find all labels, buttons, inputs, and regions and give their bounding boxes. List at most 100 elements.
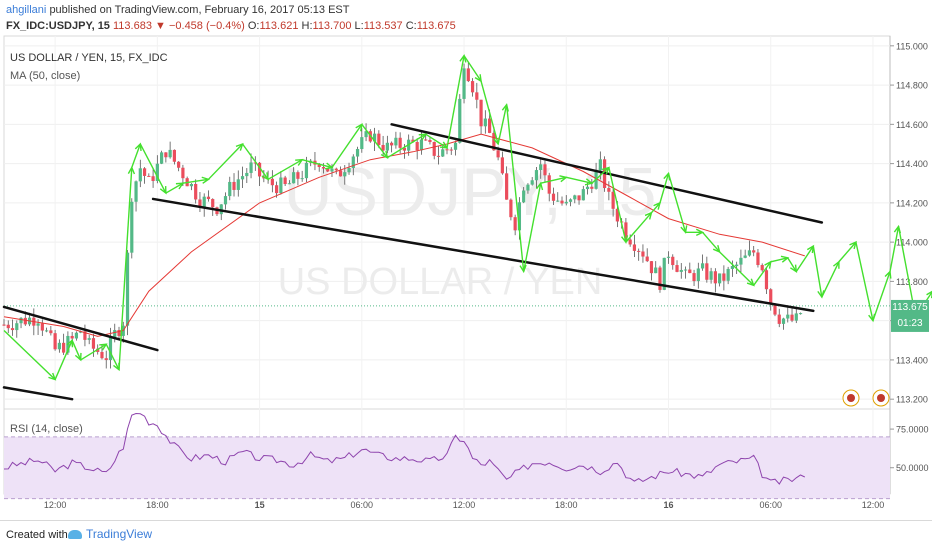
candle-body bbox=[466, 68, 470, 82]
candle-body bbox=[338, 170, 343, 177]
arrow-head bbox=[584, 178, 594, 186]
arrow-segment bbox=[3, 329, 56, 381]
price-tick-label: 113.400 bbox=[896, 355, 928, 365]
candle-body bbox=[577, 195, 581, 201]
candle-body bbox=[522, 190, 526, 203]
low-label: L: bbox=[354, 20, 364, 32]
arrow-head bbox=[380, 150, 389, 159]
event-markers[interactable] bbox=[842, 389, 890, 407]
candle-body bbox=[40, 323, 44, 331]
arrow-segment bbox=[591, 167, 610, 184]
candle-body bbox=[709, 271, 713, 280]
candle-body bbox=[756, 252, 760, 266]
candle-body bbox=[223, 196, 228, 205]
legend-box: US DOLLAR / YEN, 15, FX_IDC MA (50, clos… bbox=[10, 52, 168, 435]
arrow-segment bbox=[522, 183, 542, 272]
candle-body bbox=[62, 342, 66, 353]
candle-body bbox=[296, 172, 300, 179]
candle-body bbox=[688, 269, 692, 274]
candle-body bbox=[317, 164, 321, 168]
arrow-segment bbox=[540, 176, 567, 184]
candle-body bbox=[74, 332, 79, 339]
candle-body bbox=[696, 268, 700, 282]
candle-body bbox=[645, 256, 649, 262]
last-price: 113.683 bbox=[113, 20, 152, 32]
candle-body bbox=[326, 168, 330, 172]
low-value: 113.537 bbox=[363, 20, 403, 32]
ma-line bbox=[3, 133, 805, 337]
candle-body bbox=[424, 139, 428, 141]
rsi-legend[interactable]: RSI (14, close) bbox=[10, 423, 83, 435]
candle-body bbox=[283, 177, 287, 185]
candle-body bbox=[181, 167, 185, 179]
candle-body bbox=[624, 222, 628, 240]
candle-body bbox=[381, 144, 385, 151]
candle-body bbox=[505, 173, 509, 200]
candle-body bbox=[228, 181, 232, 197]
us-flag-dot bbox=[847, 394, 855, 402]
time-axis[interactable]: 12:00 18:00 15 06:00 12:00 18:00 16 06:00 12:00 bbox=[44, 500, 884, 510]
candle-body bbox=[445, 149, 449, 151]
candle-body bbox=[432, 142, 436, 156]
candle-body bbox=[790, 314, 794, 321]
candle-body bbox=[534, 170, 539, 181]
arrow-head bbox=[324, 162, 334, 170]
jp-flag-dot bbox=[877, 394, 885, 402]
candle-body bbox=[343, 172, 347, 177]
candle-body bbox=[372, 133, 377, 142]
candle-body bbox=[108, 336, 113, 361]
author-name[interactable]: ahgillani bbox=[6, 4, 47, 16]
candle-body bbox=[470, 81, 475, 93]
candle-body bbox=[487, 118, 492, 133]
arrow-segment bbox=[812, 245, 823, 298]
candle-body bbox=[236, 179, 240, 190]
candle-body bbox=[6, 324, 10, 329]
arrow-segment bbox=[753, 261, 772, 286]
candle-body bbox=[334, 168, 338, 171]
candle-body bbox=[794, 313, 798, 321]
candle-body bbox=[649, 261, 654, 274]
time-tick-label: 16 bbox=[663, 500, 673, 510]
arrow-segment bbox=[301, 159, 333, 169]
candle-body bbox=[679, 269, 683, 272]
price-axis[interactable]: 115.000 114.800 114.600 114.400 114.200 114.0… bbox=[890, 41, 928, 405]
candle-body bbox=[419, 139, 424, 151]
price-badge: 113.675 01:23 bbox=[891, 299, 929, 332]
candle-body bbox=[615, 208, 619, 222]
candle-body bbox=[49, 330, 53, 334]
candle-body bbox=[658, 267, 662, 290]
ma-legend[interactable]: MA (50, close) bbox=[10, 70, 80, 82]
candle-body bbox=[202, 196, 206, 208]
change-value: −0.458 (−0.4%) bbox=[168, 20, 245, 32]
candle-body bbox=[87, 338, 91, 340]
arrow-head bbox=[884, 270, 892, 279]
candle-body bbox=[151, 176, 155, 181]
candle-body bbox=[232, 181, 236, 190]
tradingview-link[interactable]: TradingView bbox=[68, 527, 152, 541]
trading-chart[interactable]: USDJPY, 15 US DOLLAR / YEN 115.000 114.80… bbox=[0, 0, 932, 520]
candle-body bbox=[292, 172, 296, 184]
arrow-segment bbox=[821, 261, 840, 298]
candle-body bbox=[500, 157, 504, 174]
time-tick-label: 12:00 bbox=[862, 500, 885, 510]
candle-body bbox=[718, 273, 722, 284]
candle-body bbox=[773, 303, 777, 315]
symbol-label: FX_IDC:USDJPY, 15 bbox=[6, 20, 110, 32]
time-tick-label: 06:00 bbox=[351, 500, 374, 510]
candle-body bbox=[517, 202, 522, 231]
arrow-segment bbox=[659, 173, 670, 204]
arrow-segment bbox=[838, 241, 857, 263]
arrow-segment bbox=[566, 176, 592, 184]
rsi-axis[interactable]: 75.0000 50.0000 bbox=[890, 425, 929, 474]
candle-body bbox=[752, 250, 756, 253]
arrow-head bbox=[201, 176, 211, 184]
candle-body bbox=[436, 155, 441, 157]
candle-body bbox=[44, 330, 49, 332]
price-tick-label: 114.000 bbox=[896, 238, 928, 248]
arrow-segment bbox=[80, 343, 107, 361]
candle-body bbox=[730, 266, 734, 269]
rsi-tick-label: 75.0000 bbox=[896, 425, 929, 435]
candle-body bbox=[581, 189, 585, 201]
candle-body bbox=[198, 199, 202, 208]
candle-body bbox=[483, 118, 487, 127]
